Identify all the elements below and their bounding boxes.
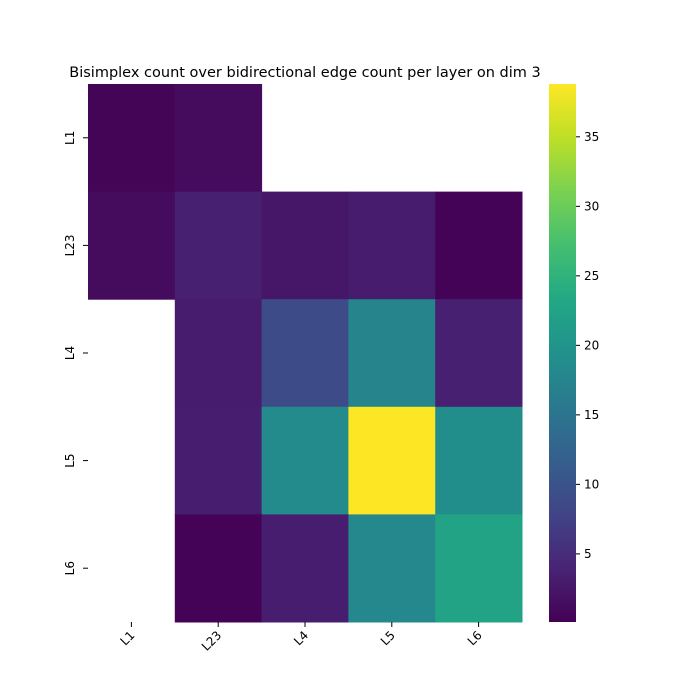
colorbar-tick-label: 5 bbox=[584, 547, 592, 561]
heatmap-cell-L6-L4 bbox=[261, 514, 349, 623]
heatmap-cells bbox=[88, 84, 523, 623]
colorbar-tick-label: 30 bbox=[584, 199, 599, 213]
heatmap-cell-L6-L5 bbox=[348, 514, 436, 623]
heatmap-cell-L1-L23 bbox=[174, 84, 263, 193]
y-tick-label: L4 bbox=[63, 346, 77, 360]
heatmap-cell-L23-L1 bbox=[88, 191, 176, 300]
heatmap-cell-L23-L5 bbox=[348, 191, 436, 300]
heatmap-cell-L23-L23 bbox=[174, 191, 263, 300]
colorbar: 5 10 15 20 25 30 35 bbox=[549, 84, 599, 622]
y-tick-label: L1 bbox=[63, 131, 77, 145]
x-tick-label: L5 bbox=[378, 628, 398, 648]
x-tick-label: L1 bbox=[117, 628, 137, 648]
heatmap-cell-L6-L6 bbox=[435, 514, 523, 623]
heatmap-cell-L4-L4 bbox=[261, 299, 349, 408]
heatmap-cell-L1-L1 bbox=[88, 84, 176, 193]
x-tick-label: L6 bbox=[465, 628, 485, 648]
x-tick-label: L4 bbox=[291, 628, 311, 648]
x-axis: L1 L23 L4 L5 L6 bbox=[117, 622, 485, 654]
colorbar-tick-label: 15 bbox=[584, 408, 599, 422]
heatmap-cell-L5-L5 bbox=[348, 406, 436, 515]
colorbar-tick-label: 25 bbox=[584, 269, 599, 283]
chart-title: Bisimplex count over bidirectional edge … bbox=[69, 65, 540, 81]
colorbar-tick-label: 35 bbox=[584, 130, 599, 144]
heatmap-cell-L6-L23 bbox=[174, 514, 263, 623]
heatmap-cell-L4-L5 bbox=[348, 299, 436, 408]
heatmap-cell-L4-L6 bbox=[435, 299, 523, 408]
heatmap-cell-L5-L23 bbox=[174, 406, 263, 515]
x-tick-label: L23 bbox=[199, 628, 224, 653]
colorbar-tick-label: 20 bbox=[584, 338, 599, 352]
heatmap-cell-L5-L4 bbox=[261, 406, 349, 515]
colorbar-gradient bbox=[549, 84, 576, 622]
heatmap-cell-L23-L6 bbox=[435, 191, 523, 300]
colorbar-ticks: 5 10 15 20 25 30 35 bbox=[576, 130, 599, 561]
y-tick-label: L5 bbox=[63, 453, 77, 467]
y-tick-label: L23 bbox=[63, 234, 77, 256]
y-axis: L1 L23 L4 L5 L6 bbox=[63, 131, 88, 575]
colorbar-tick-label: 10 bbox=[584, 477, 599, 491]
y-tick-label: L6 bbox=[63, 561, 77, 575]
heatmap-cell-L5-L6 bbox=[435, 406, 523, 515]
heatmap-cell-L23-L4 bbox=[261, 191, 349, 300]
heatmap-cell-L4-L23 bbox=[174, 299, 263, 408]
